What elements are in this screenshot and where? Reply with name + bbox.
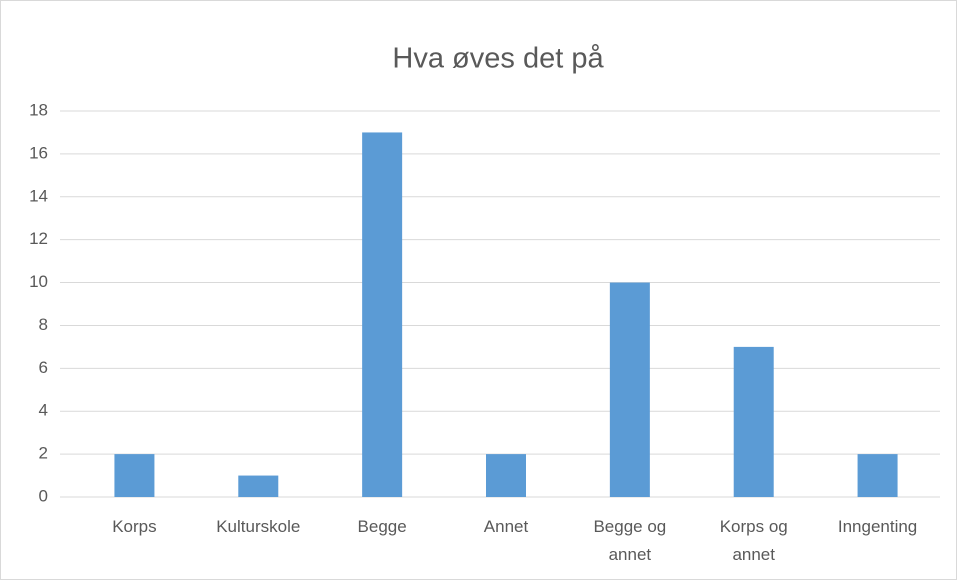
y-tick-label: 12	[29, 229, 48, 248]
y-tick-label: 6	[39, 358, 48, 377]
bar	[733, 346, 774, 497]
y-tick-label: 10	[29, 272, 48, 291]
x-tick-label: Korps og annet	[720, 517, 788, 564]
x-tick-label: Korps	[112, 517, 156, 536]
y-tick-label: 4	[39, 401, 48, 420]
x-tick-label: Begge	[358, 517, 407, 536]
y-tick-label: 8	[39, 315, 48, 334]
bar	[486, 454, 526, 497]
y-tick-label: 2	[39, 444, 48, 463]
y-tick-label: 16	[29, 143, 48, 162]
y-tick-label: 0	[39, 486, 48, 505]
bar	[857, 454, 898, 497]
bar	[114, 454, 155, 497]
chart-title: Hva øves det på	[392, 43, 604, 75]
bar	[362, 132, 403, 497]
x-tick-label: Inngenting	[838, 517, 917, 536]
x-tick-label: Annet	[484, 517, 529, 536]
y-tick-label: 14	[29, 186, 48, 205]
bar	[238, 475, 279, 497]
x-tick-label: Begge og annet	[593, 517, 666, 564]
bar	[609, 282, 650, 497]
y-tick-label: 18	[29, 100, 48, 119]
x-tick-label: Kulturskole	[216, 517, 300, 536]
